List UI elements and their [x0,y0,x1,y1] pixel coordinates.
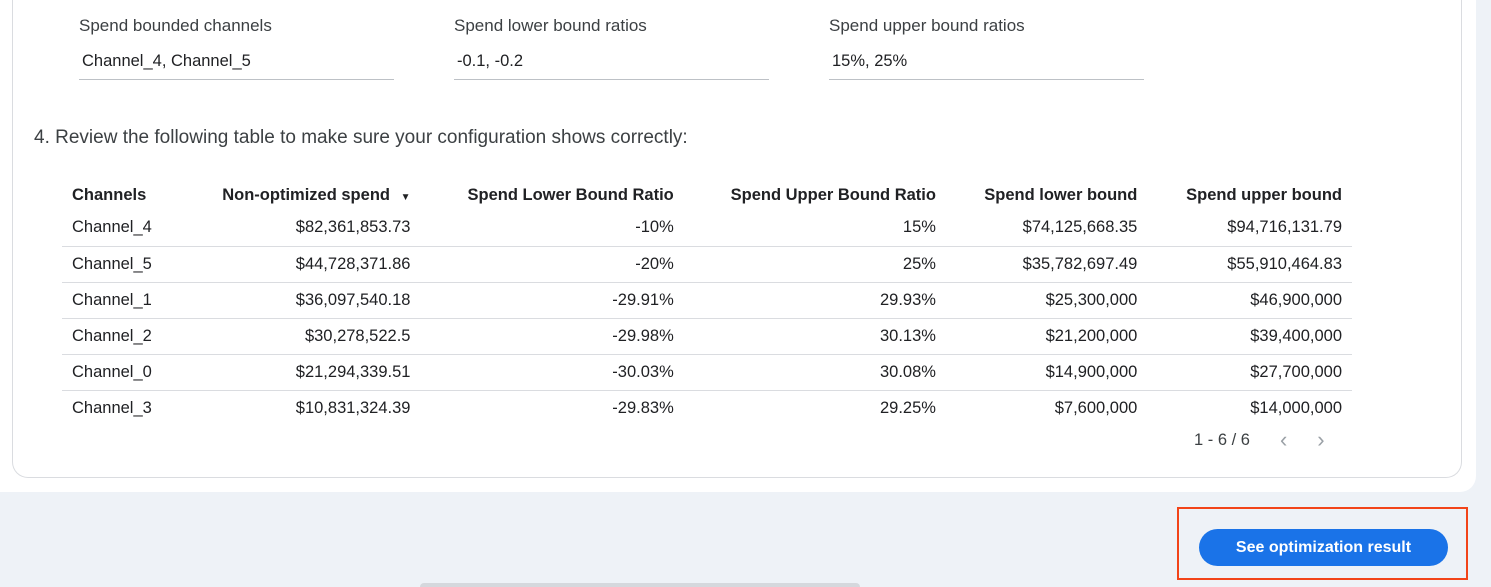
header-channels[interactable]: Channels [72,185,147,204]
table-cell: Channel_1 [62,282,179,319]
table-cell: -29.83% [612,398,674,417]
table-cell: Channel_5 [62,246,179,283]
field-label: Spend bounded channels [79,16,272,35]
page-range: 1 - 6 / 6 [1194,430,1250,449]
table-cell: $35,782,697.49 [945,246,1148,283]
table-cell: 29.25% [879,398,936,417]
table-cell: $21,200,000 [945,318,1148,355]
table-cell: 15% [683,210,946,247]
table-row: Channel_5 $44,728,371.86 -20% 25% $35,782,69… [62,246,1352,283]
field-label: Spend lower bound ratios [454,16,647,35]
table-cell: $82,361,853.73 [178,210,421,247]
table-cell: $10,831,324.39 [295,398,411,417]
table-cell: $46,900,000 [1147,282,1352,319]
bottom-shadow [420,583,860,587]
field-value[interactable]: 15%, 25% [829,52,1144,80]
step-instruction: 4. Review the following table to make su… [34,127,688,148]
table-cell: $44,728,371.86 [178,246,421,283]
table-cell: Channel_0 [62,354,179,391]
spend-lower-bound-ratios-field[interactable]: Spend lower bound ratios -0.1, -0.2 [454,16,769,80]
sort-desc-icon: ▼ [400,191,411,203]
field-label: Spend upper bound ratios [829,16,1025,35]
config-table: Channels Non-optimized spend ▼ Spend Low… [62,180,1352,426]
table-cell: $14,900,000 [945,354,1148,391]
highlight-box [1177,507,1468,580]
config-card [12,0,1462,478]
table-cell: Channel_4 [62,210,179,247]
table-cell: $39,400,000 [1147,318,1352,355]
header-non-optimized-spend[interactable]: Non-optimized spend ▼ [178,180,420,210]
table-cell: $27,700,000 [1147,354,1352,391]
table-cell: -29.98% [420,318,684,355]
chevron-right-icon[interactable]: › [1317,427,1325,452]
config-panel: Spend bounded channels Channel_4, Channe… [0,0,1476,492]
header-upper-ratio[interactable]: Spend Upper Bound Ratio [730,185,936,204]
see-optimization-result-button[interactable]: See optimization result [1199,529,1448,566]
table-cell: Channel_2 [62,318,179,355]
pagination: 1 - 6 / 6 ‹ › [1194,427,1325,453]
header-lower-ratio[interactable]: Spend Lower Bound Ratio [467,185,674,204]
table-cell: 30.08% [683,354,946,391]
table-header-row: Channels Non-optimized spend ▼ Spend Low… [62,180,1352,210]
table-cell: $7,600,000 [1054,398,1138,417]
field-value[interactable]: -0.1, -0.2 [454,52,769,80]
table-cell: $30,278,522.5 [178,318,421,355]
table-cell: Channel_3 [72,398,152,417]
table-cell: $25,300,000 [945,282,1148,319]
table-cell: $14,000,000 [1250,398,1342,417]
table-cell: $21,294,339.51 [178,354,421,391]
table-cell: -29.91% [420,282,684,319]
table-cell: $74,125,668.35 [945,210,1148,247]
header-upper-bound[interactable]: Spend upper bound [1186,185,1342,204]
table-row: Channel_1 $36,097,540.18 -29.91% 29.93% $25,… [62,282,1352,319]
table-row: Channel_3 $10,831,324.39 -29.83% 29.25% $7,6… [62,390,1352,426]
table-cell: $94,716,131.79 [1147,210,1352,247]
field-value[interactable]: Channel_4, Channel_5 [79,52,394,80]
header-lower-bound[interactable]: Spend lower bound [984,185,1138,204]
header-label: Non-optimized spend [222,185,390,204]
chevron-left-icon[interactable]: ‹ [1279,427,1288,452]
spend-upper-bound-ratios-field[interactable]: Spend upper bound ratios 15%, 25% [829,16,1144,80]
table-row: Channel_0 $21,294,339.51 -30.03% 30.08% $14,… [62,354,1352,391]
table-cell: -20% [420,246,684,283]
table-cell: $55,910,464.83 [1147,246,1352,283]
table-cell: $36,097,540.18 [178,282,421,319]
table-cell: 30.13% [683,318,946,355]
table-cell: 29.93% [683,282,946,319]
table-row: Channel_2 $30,278,522.5 -29.98% 30.13% $21,2… [62,318,1352,355]
table-cell: -10% [420,210,684,247]
spend-bounded-channels-field[interactable]: Spend bounded channels Channel_4, Channe… [79,16,394,80]
table-row: Channel_4 $82,361,853.73 -10% 15% $74,125,66… [62,210,1352,247]
table-cell: 25% [683,246,946,283]
table-cell: -30.03% [420,354,684,391]
